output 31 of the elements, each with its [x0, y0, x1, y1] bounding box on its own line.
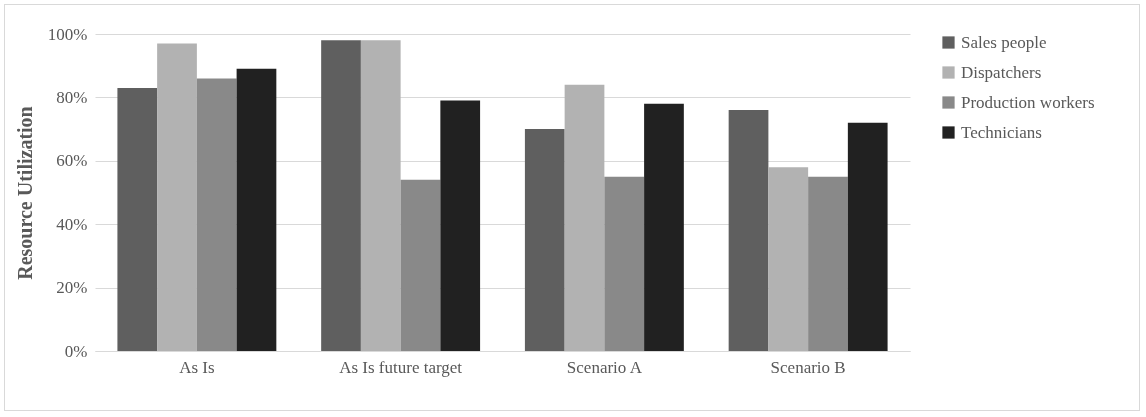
y-tick-label: 40% — [56, 214, 88, 234]
bar — [644, 103, 684, 351]
bar — [321, 40, 361, 351]
bar — [604, 176, 645, 351]
bar — [564, 84, 605, 351]
y-tick-label: 20% — [56, 278, 88, 298]
bar — [847, 122, 888, 351]
legend-label: Dispatchers — [961, 62, 1042, 82]
y-tick-label: 60% — [56, 151, 88, 171]
y-tick-label: 80% — [56, 87, 88, 107]
y-axis-title: Resource Utilization — [13, 106, 36, 280]
bar — [400, 179, 441, 351]
x-tick-label: As Is — [179, 357, 215, 377]
bar — [196, 78, 237, 351]
y-tick-label: 100% — [47, 24, 88, 44]
legend-label: Production workers — [961, 92, 1095, 112]
bar — [117, 87, 158, 351]
bar — [728, 110, 769, 351]
x-tick-label: Scenario A — [566, 357, 643, 377]
x-tick-label: Scenario B — [770, 357, 846, 377]
legend-label: Sales people — [961, 32, 1047, 52]
x-tick-label: As Is future target — [339, 357, 463, 377]
bar — [157, 43, 197, 351]
bar — [440, 100, 481, 351]
bar — [236, 68, 277, 351]
bar — [768, 167, 809, 351]
y-tick-label: 0% — [64, 341, 88, 361]
legend-label: Technicians — [961, 122, 1042, 142]
bar — [808, 176, 848, 351]
bar — [524, 129, 565, 351]
bar — [360, 40, 401, 351]
